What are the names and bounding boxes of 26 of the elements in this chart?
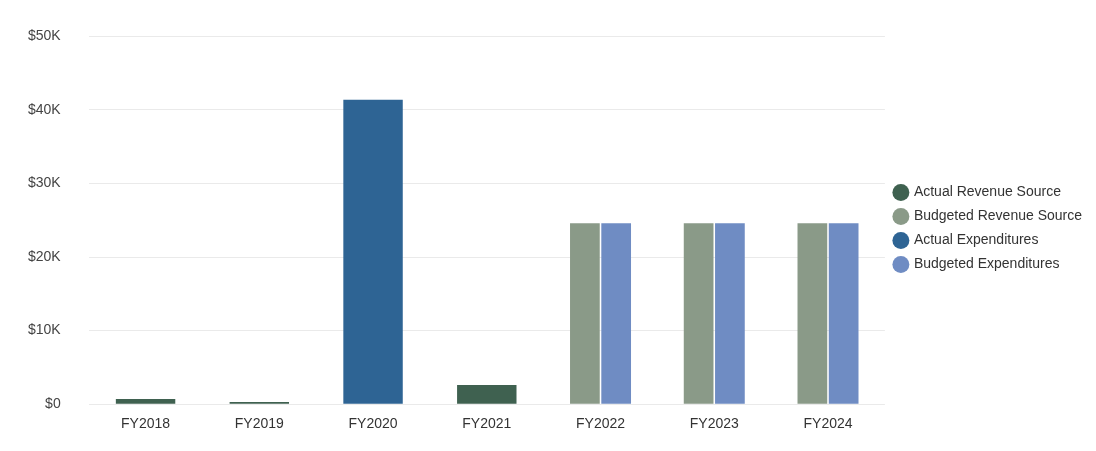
- legend-label: Budgeted Expenditures: [913, 255, 1060, 272]
- legend-label: Actual Expenditures: [913, 231, 1039, 248]
- y-tick-label: $30K: [27, 174, 62, 191]
- y-tick-label: $50K: [27, 27, 62, 44]
- bar: [570, 223, 600, 404]
- legend-label: Actual Revenue Source: [913, 183, 1062, 200]
- x-tick-label: FY2024: [803, 415, 853, 432]
- y-tick-label: $40K: [27, 100, 62, 117]
- bar: [683, 223, 714, 404]
- x-tick-label: FY2022: [576, 415, 626, 432]
- x-tick-label: FY2020: [348, 415, 398, 432]
- x-tick-label: FY2018: [121, 415, 171, 432]
- bar: [797, 223, 828, 404]
- bar: [115, 399, 176, 404]
- bar: [457, 385, 517, 404]
- x-tick-label: FY2021: [462, 415, 512, 432]
- legend-label: Budgeted Revenue Source: [913, 207, 1083, 224]
- x-tick-label: FY2019: [234, 415, 285, 432]
- y-tick-label: $0: [45, 395, 61, 412]
- y-tick-label: $20K: [27, 247, 62, 264]
- bar: [343, 99, 403, 404]
- bar: [601, 223, 632, 404]
- bar: [828, 223, 859, 404]
- y-tick-label: $10K: [27, 321, 62, 338]
- bar: [715, 223, 745, 404]
- x-tick-label: FY2023: [689, 415, 739, 432]
